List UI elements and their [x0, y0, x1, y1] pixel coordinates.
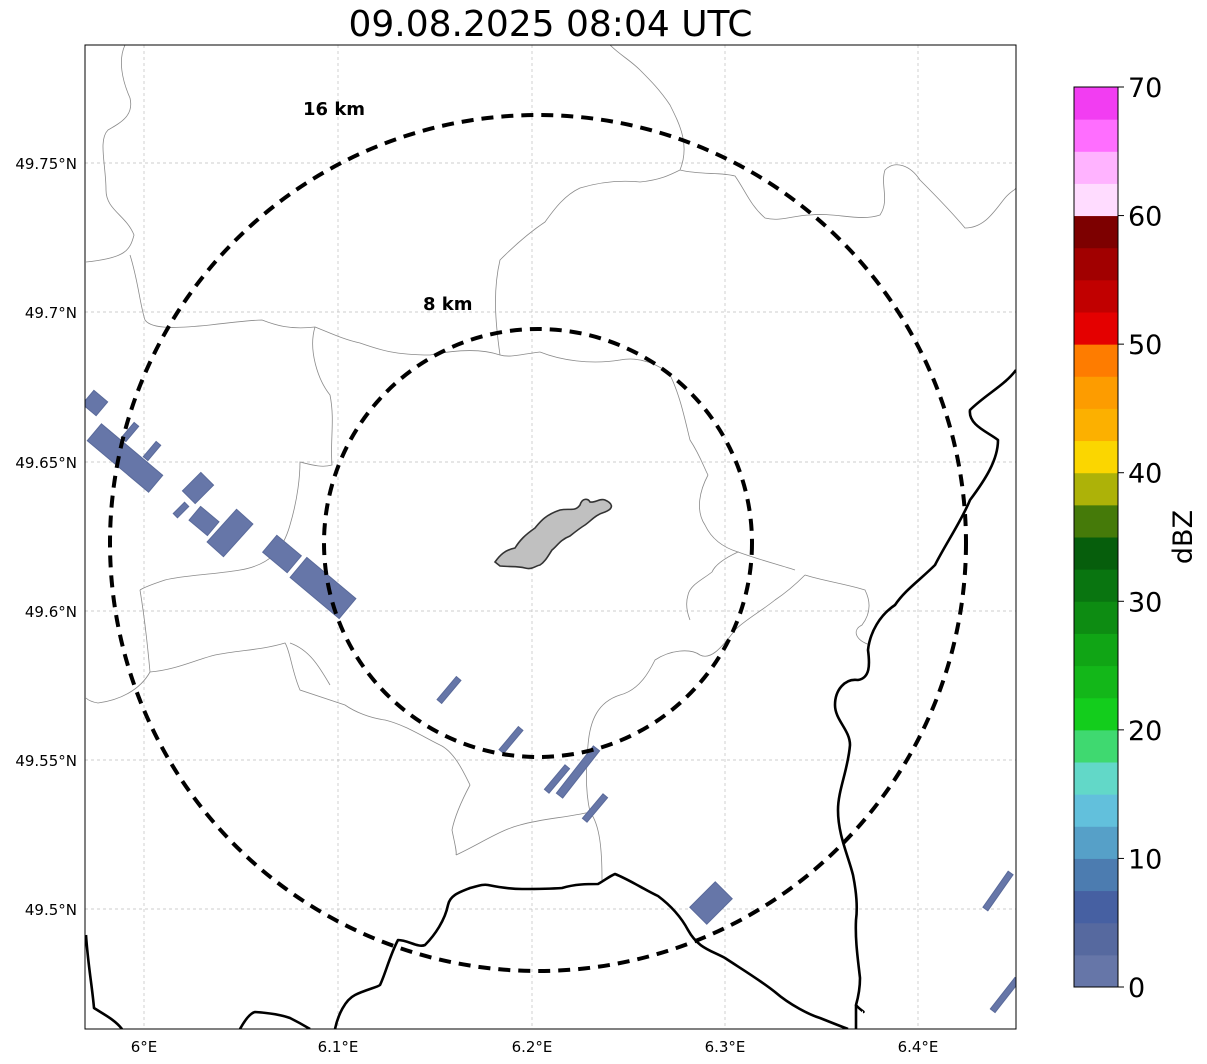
map-title: 09.08.2025 08:04 UTC	[348, 4, 753, 45]
radar-echo	[436, 675, 462, 705]
colorbar-segment	[1074, 215, 1118, 249]
colorbar-segment	[1074, 697, 1118, 731]
colorbar-segment	[1074, 954, 1118, 988]
colorbar-tick-label: 70	[1128, 73, 1162, 104]
y-tick-label: 49.5°N	[25, 901, 77, 919]
colorbar-segment	[1074, 794, 1118, 827]
colorbar-segment	[1074, 826, 1118, 859]
radar-echo	[188, 505, 220, 537]
x-tick-label: 6.2°E	[512, 1038, 553, 1056]
radar-echo	[581, 793, 609, 823]
city-outline	[493, 498, 613, 570]
radar-echo	[85, 389, 109, 417]
colorbar-segment	[1074, 601, 1118, 634]
y-tick-label: 49.55°N	[15, 752, 77, 770]
range-ring-label-16km: 16 km	[303, 99, 365, 120]
radar-echo	[982, 870, 1014, 912]
colorbar-tick-label: 60	[1128, 202, 1162, 233]
colorbar-segment	[1074, 729, 1118, 763]
admin-boundaries	[85, 45, 1016, 881]
map-frame	[84, 44, 1017, 1030]
range-ring-16km	[108, 113, 968, 973]
colorbar-tick-label: 40	[1128, 459, 1162, 490]
radar-echo	[172, 501, 190, 519]
radar-echo	[543, 764, 571, 794]
colorbar-segment	[1074, 569, 1118, 602]
colorbar-ticks: 0 10 20 30 40 50 60 70	[1118, 73, 1162, 1004]
colorbar-segment	[1074, 665, 1118, 699]
radar-echo	[989, 976, 1016, 1014]
gridlines	[85, 45, 1016, 1029]
colorbar-label: dBZ	[1168, 510, 1199, 564]
radar-echo	[555, 745, 601, 799]
colorbar-segment	[1074, 408, 1118, 442]
colorbar-segment	[1074, 762, 1118, 795]
colorbar-segment	[1074, 376, 1118, 409]
colorbar-segment	[1074, 922, 1118, 956]
y-tick-label: 49.65°N	[15, 454, 77, 472]
x-tick-label: 6.4°E	[898, 1038, 939, 1056]
radar-echo	[206, 508, 254, 558]
colorbar-segment	[1074, 247, 1118, 281]
colorbar-segment	[1074, 279, 1118, 313]
y-tick-label: 49.75°N	[15, 155, 77, 173]
colorbar-segment	[1074, 858, 1118, 892]
x-axis: 6°E 6.1°E 6.2°E 6.3°E 6.4°E	[131, 1038, 939, 1056]
radar-echo	[142, 440, 162, 462]
colorbar	[1074, 87, 1118, 988]
radar-echo	[689, 881, 733, 925]
colorbar-segment	[1074, 119, 1118, 152]
x-tick-label: 6.3°E	[705, 1038, 746, 1056]
y-tick-label: 49.7°N	[25, 304, 77, 322]
colorbar-segment	[1074, 87, 1118, 120]
colorbar-tick-label: 20	[1128, 716, 1162, 747]
range-ring-8km	[322, 327, 754, 759]
colorbar-segment	[1074, 472, 1118, 506]
colorbar-frame	[1073, 86, 1119, 988]
radar-echo	[498, 725, 524, 755]
colorbar-segment	[1074, 633, 1118, 667]
colorbar-tick-label: 50	[1128, 330, 1162, 361]
colorbar-segment	[1074, 504, 1118, 538]
x-tick-label: 6.1°E	[318, 1038, 359, 1056]
radar-echo	[181, 471, 215, 505]
colorbar-tick-label: 10	[1128, 844, 1162, 875]
colorbar-segment	[1074, 151, 1118, 184]
y-tick-label: 49.6°N	[25, 603, 77, 621]
colorbar-segment	[1074, 537, 1118, 570]
national-borders	[85, 369, 1016, 1029]
colorbar-tick-label: 0	[1128, 973, 1145, 1004]
y-axis: 49.75°N 49.7°N 49.65°N 49.6°N 49.55°N 49…	[15, 155, 77, 919]
radar-echo	[261, 534, 303, 574]
range-ring-label-8km: 8 km	[423, 294, 473, 315]
radar-echo	[289, 556, 357, 620]
colorbar-segment	[1074, 440, 1118, 474]
colorbar-segment	[1074, 344, 1118, 377]
colorbar-segment	[1074, 890, 1118, 924]
x-tick-label: 6°E	[131, 1038, 158, 1056]
colorbar-tick-label: 30	[1128, 587, 1162, 618]
colorbar-segment	[1074, 183, 1118, 217]
colorbar-segment	[1074, 312, 1118, 345]
radar-echoes	[85, 389, 1016, 1014]
